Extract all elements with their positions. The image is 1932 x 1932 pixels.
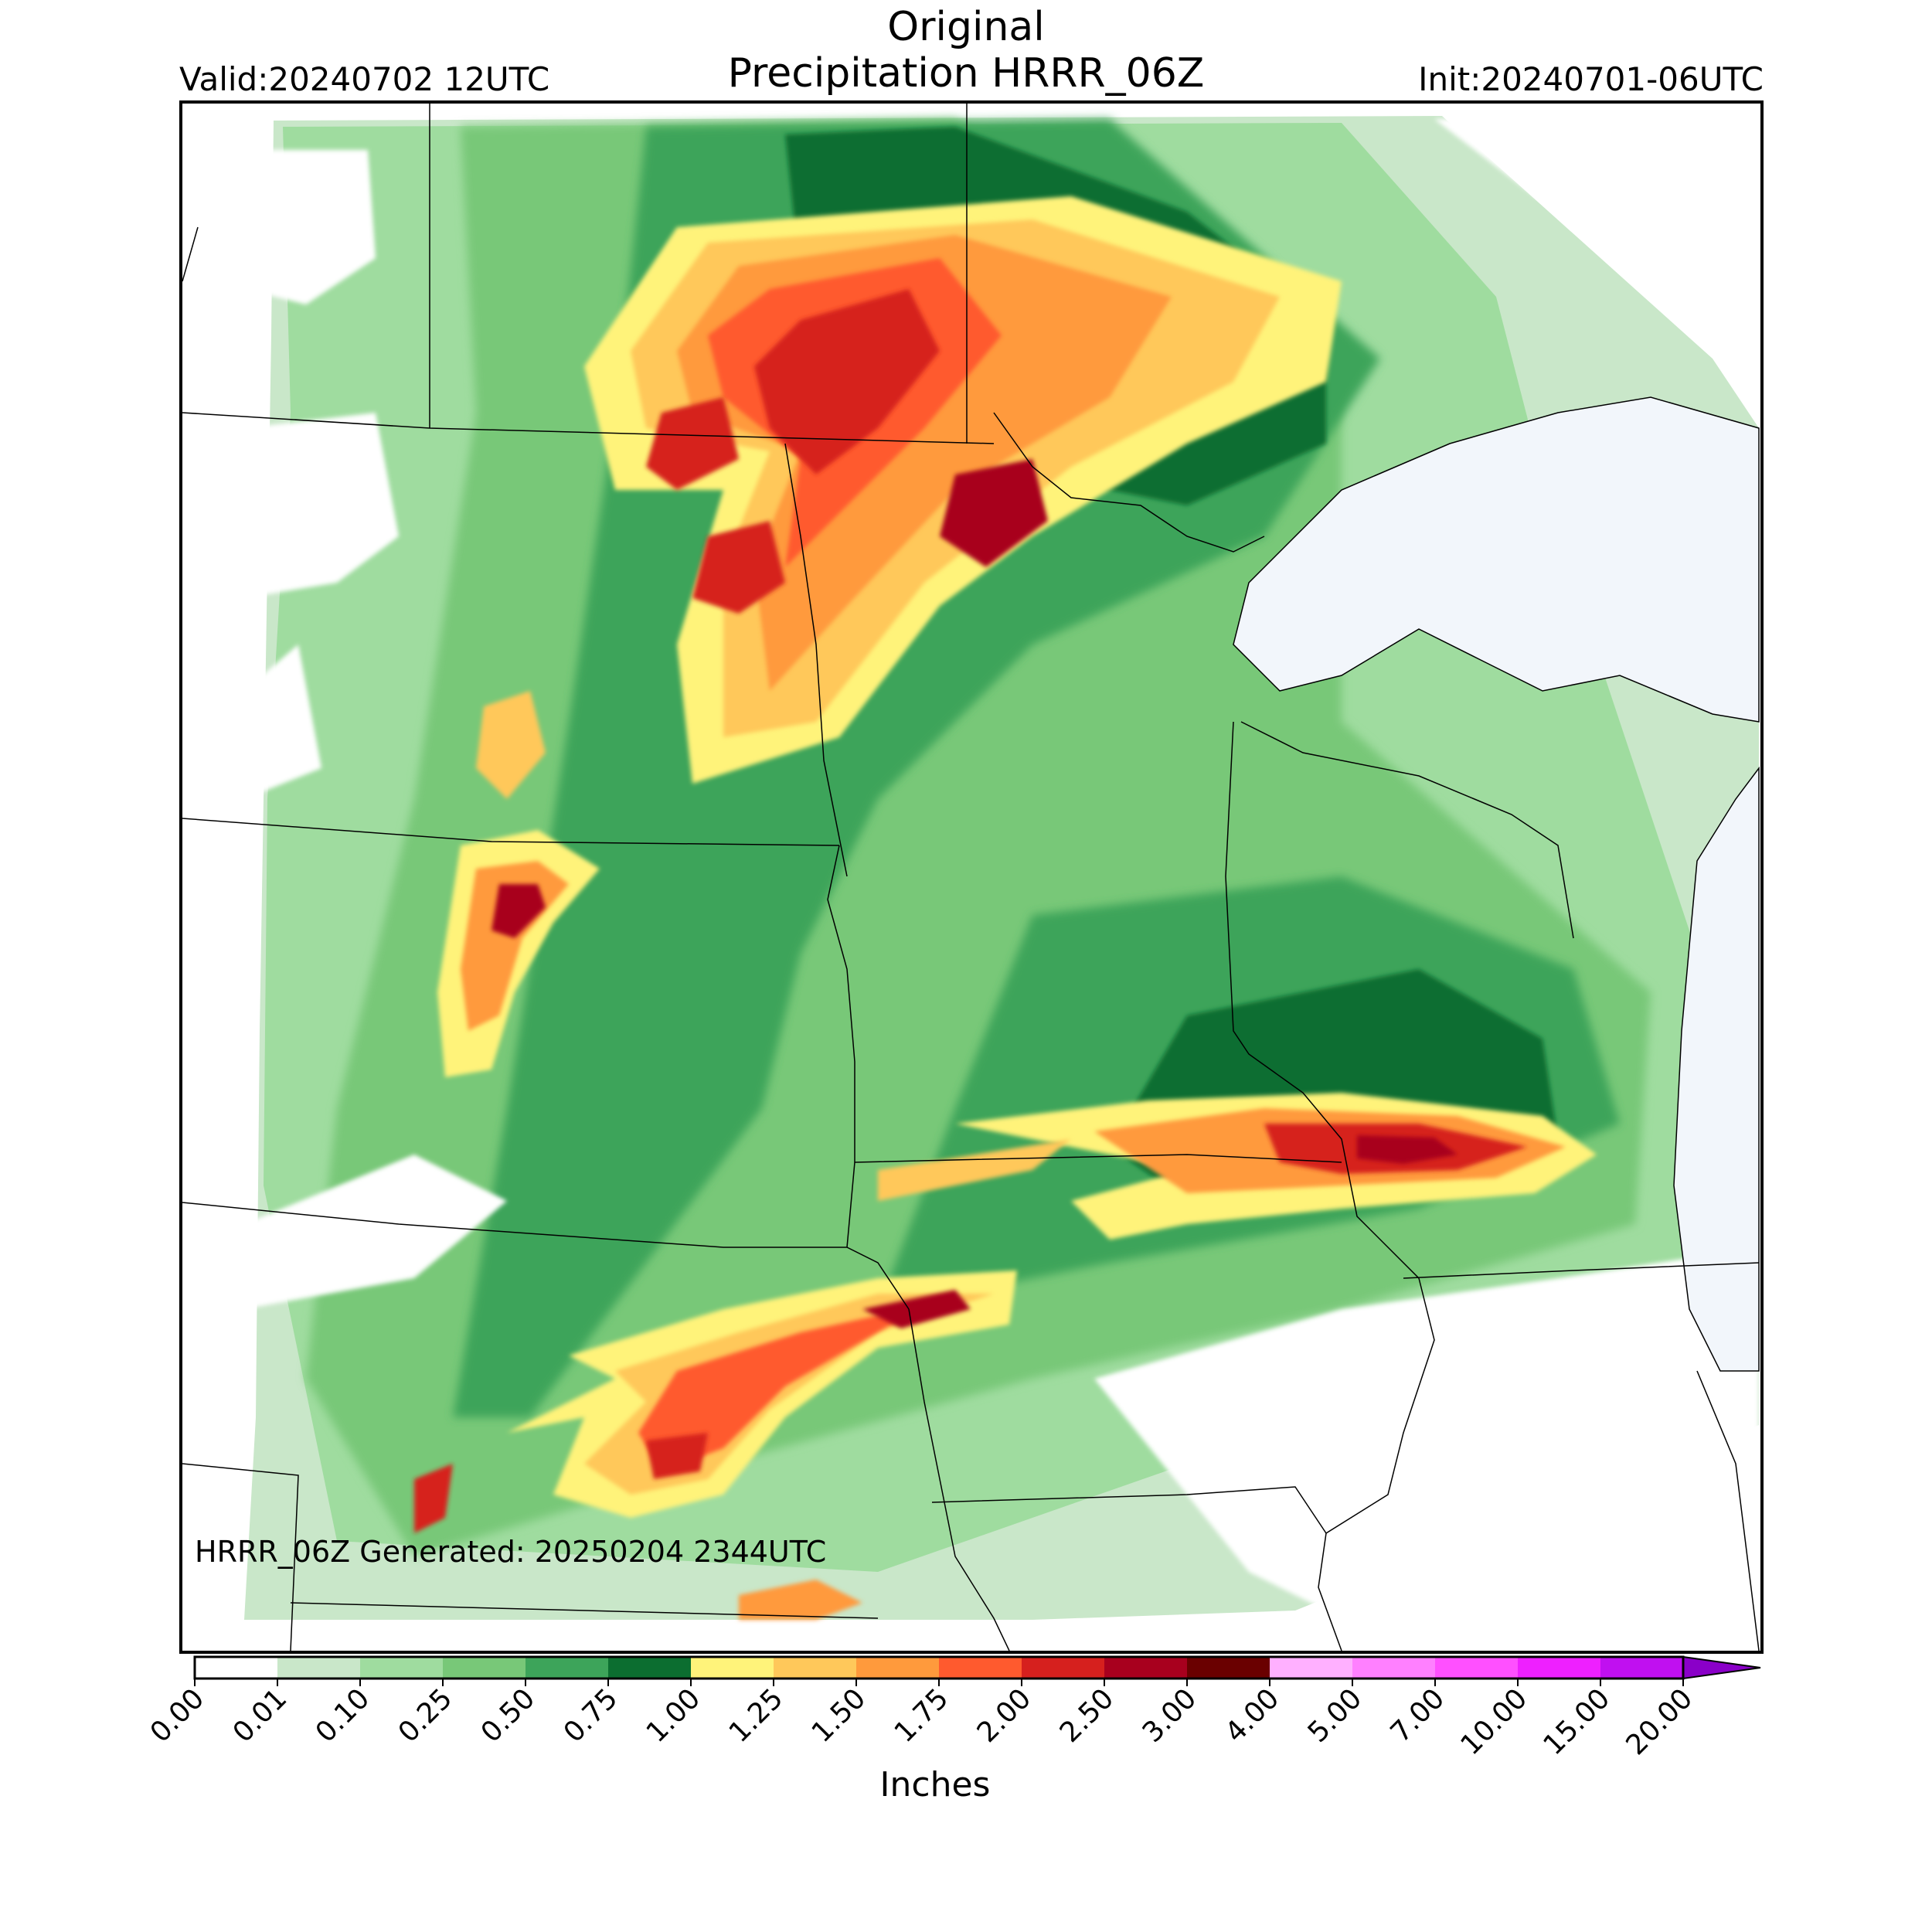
colorbar-cell-0 [195,1657,278,1679]
colorbar-units-label: Inches [879,1765,991,1804]
colorbar-tick-label: 1.75 [889,1682,955,1749]
colorbar-tick-label: 5.00 [1302,1682,1369,1749]
colorbar-tick-label: 2.00 [971,1682,1038,1749]
lake-superior [1233,396,1760,723]
colorbar-cell-1 [277,1657,361,1679]
colorbar-cell-11 [1104,1657,1188,1679]
colorbar-cell-2 [360,1657,444,1679]
great-lakes [1233,396,1760,1372]
colorbar-cell-3 [443,1657,526,1679]
colorbar-tick-label: 15.00 [1537,1682,1616,1761]
colorbar-cells [193,1655,1761,1680]
colorbar-tick-label: 0.50 [475,1682,542,1749]
dry-areas [244,119,1759,1618]
colorbar-extend-arrow [1682,1655,1761,1680]
colorbar-tick-label: 1.50 [806,1682,872,1749]
colorbar-cell-10 [1022,1657,1105,1679]
colorbar-tick-label: 0.01 [227,1682,294,1749]
colorbar-tick-label: 0.00 [145,1682,211,1749]
colorbar-tick-label: 1.25 [723,1682,790,1749]
heavy-precip-west [437,691,600,1077]
heavy-precip-band-south [414,1270,1017,1620]
colorbar-cell-6 [691,1657,774,1679]
colorbar-tick-label: 1.00 [641,1682,707,1749]
colorbar-tick-label: 4.00 [1219,1682,1286,1749]
colorbar-ticks: 0.00 0.01 0.10 0.25 0.50 0.75 1.00 1.25 1.50 1.75… [145,1679,1699,1761]
colorbar-cell-13 [1270,1657,1353,1679]
map-title-line1: Original [887,4,1045,50]
colorbar-cell-15 [1435,1657,1519,1679]
map-canvas: HRRR_06Z Generated: 20250204 2344UTC [182,104,1760,1651]
colorbar-tick-label: 0.25 [393,1682,459,1749]
colorbar-cell-8 [856,1657,940,1679]
colorbar-cell-4 [526,1657,609,1679]
colorbar-cell-12 [1187,1657,1270,1679]
valid-time-label: Valid:20240702 12UTC [179,60,550,98]
state-borders [182,104,1760,1651]
colorbar-tick-label: 10.00 [1454,1682,1533,1761]
precipitation-map: HRRR_06Z Generated: 20250204 2344UTC [179,100,1764,1654]
colorbar-tick-label: 0.75 [558,1682,624,1749]
colorbar-tick-label: 3.00 [1137,1682,1203,1749]
init-time-label: Init:20240701-06UTC [1418,60,1764,98]
colorbar-tick-label: 7.00 [1385,1682,1451,1749]
heavy-precip-band-east [878,1093,1597,1240]
heavy-precip-north [584,196,1342,784]
colorbar-cell-17 [1600,1657,1684,1679]
colorbar-cell-16 [1518,1657,1601,1679]
generated-caption: HRRR_06Z Generated: 20250204 2344UTC [195,1535,826,1569]
lake-michigan [1673,766,1760,1372]
map-title-line2: Precipitation HRRR_06Z [727,50,1205,97]
colorbar-cell-14 [1352,1657,1436,1679]
colorbar-cell-5 [608,1657,692,1679]
colorbar-tick-label: 20.00 [1620,1682,1699,1761]
colorbar-cell-7 [774,1657,857,1679]
colorbar-tick-label: 0.10 [310,1682,376,1749]
colorbar-cell-9 [939,1657,1022,1679]
colorbar-tick-label: 2.50 [1054,1682,1121,1749]
